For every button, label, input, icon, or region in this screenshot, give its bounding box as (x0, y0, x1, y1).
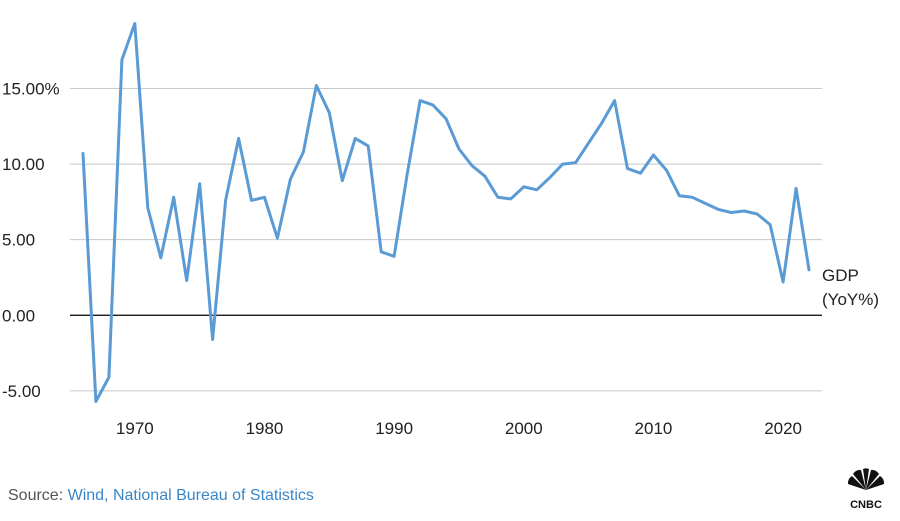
data-point (665, 169, 668, 172)
data-point (81, 152, 84, 155)
data-point (328, 111, 331, 114)
y-axis-tick-labels: -5.00 0.00 5.00 10.00 15.00% (2, 79, 60, 400)
data-point (522, 185, 525, 188)
source-label: Source: (8, 487, 68, 504)
x-tick-label: 1980 (246, 419, 284, 438)
data-point (120, 58, 123, 61)
data-point (211, 338, 214, 341)
data-point (107, 376, 110, 379)
data-point (626, 167, 629, 170)
data-point (678, 194, 681, 197)
y-tick-label: -5.00 (2, 382, 41, 401)
x-tick-label: 1970 (116, 419, 154, 438)
data-point (250, 199, 253, 202)
data-point (769, 223, 772, 226)
data-point (483, 175, 486, 178)
data-point (782, 281, 785, 284)
data-point (808, 268, 811, 271)
data-point (730, 211, 733, 214)
data-point (315, 84, 318, 87)
x-tick-label: 2020 (764, 419, 802, 438)
data-point (380, 250, 383, 253)
data-point (94, 400, 97, 403)
gdp-series-line (81, 22, 811, 403)
data-point (652, 154, 655, 157)
cnbc-logo: CNBC (847, 468, 885, 510)
y-tick-label: 5.00 (2, 231, 35, 250)
data-point (639, 172, 642, 175)
x-tick-label: 2000 (505, 419, 543, 438)
source-note: Source: Wind, National Bureau of Statist… (8, 487, 314, 505)
data-point (457, 147, 460, 150)
data-point (704, 202, 707, 205)
data-point (224, 199, 227, 202)
series-label-line: GDP (822, 266, 859, 285)
data-point (496, 196, 499, 199)
y-tick-label: 15.00% (2, 79, 60, 98)
data-point (341, 179, 344, 182)
data-point (302, 150, 305, 153)
data-point (198, 182, 201, 185)
data-point (172, 196, 175, 199)
data-point (574, 161, 577, 164)
source-text: Wind, National Bureau of Statistics (67, 487, 314, 504)
data-point (561, 163, 564, 166)
data-point (535, 188, 538, 191)
data-point (354, 137, 357, 140)
data-point (276, 237, 279, 240)
data-point (717, 208, 720, 211)
data-point (509, 197, 512, 200)
gridlines (70, 87, 822, 392)
y-tick-label: 0.00 (2, 306, 35, 325)
logo-wordmark: CNBC (850, 499, 882, 510)
y-tick-label: 10.00 (2, 155, 45, 174)
data-point (146, 206, 149, 209)
x-tick-label: 1990 (375, 419, 413, 438)
data-point (445, 117, 448, 120)
data-point (432, 104, 435, 107)
x-tick-label: 2010 (635, 419, 673, 438)
data-point (289, 178, 292, 181)
data-point (133, 22, 136, 25)
data-point (548, 176, 551, 179)
data-point (691, 196, 694, 199)
data-point (185, 279, 188, 282)
data-point (367, 144, 370, 147)
data-point (600, 122, 603, 125)
data-point (237, 137, 240, 140)
series-layer (81, 22, 811, 403)
data-point (159, 256, 162, 259)
data-point (756, 212, 759, 215)
series-label: GDP (YoY%) (822, 266, 879, 309)
data-point (419, 99, 422, 102)
data-point (393, 255, 396, 258)
x-axis-tick-labels: 1970 1980 1990 2000 2010 2020 (116, 419, 802, 438)
series-label-line: (YoY%) (822, 290, 879, 309)
data-point (406, 173, 409, 176)
data-point (587, 141, 590, 144)
data-point (263, 196, 266, 199)
data-point (470, 164, 473, 167)
data-point (795, 187, 798, 190)
data-point (743, 209, 746, 212)
data-point (613, 99, 616, 102)
